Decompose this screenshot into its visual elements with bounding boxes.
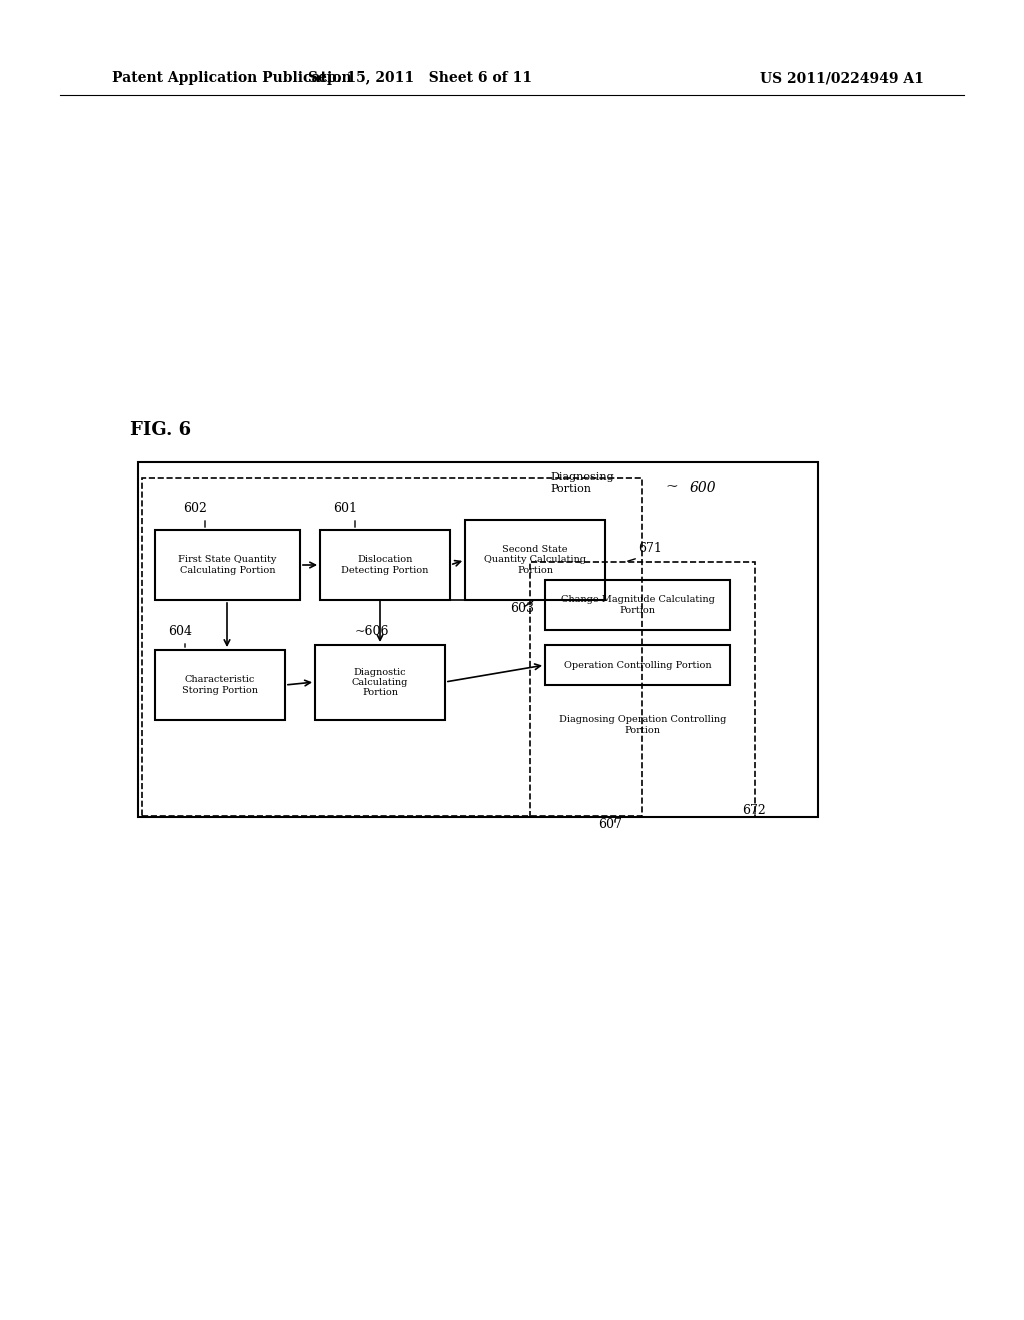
- Bar: [138, 462, 818, 817]
- Text: 672: 672: [742, 804, 766, 817]
- Text: 603: 603: [510, 602, 534, 615]
- Text: Dislocation
Detecting Portion: Dislocation Detecting Portion: [341, 556, 429, 574]
- Text: Diagnosing
Portion: Diagnosing Portion: [550, 473, 613, 494]
- Bar: [315, 645, 445, 719]
- Text: Second State
Quantity Calculating
Portion: Second State Quantity Calculating Portio…: [484, 545, 586, 576]
- Bar: [465, 520, 605, 601]
- Text: 602: 602: [183, 502, 207, 515]
- Text: 601: 601: [333, 502, 357, 515]
- Text: ~606: ~606: [355, 624, 389, 638]
- Bar: [319, 531, 450, 601]
- Text: Characteristic
Storing Portion: Characteristic Storing Portion: [182, 676, 258, 694]
- Text: ~: ~: [666, 480, 678, 494]
- Text: 600: 600: [690, 480, 717, 495]
- Bar: [530, 562, 755, 817]
- Text: US 2011/0224949 A1: US 2011/0224949 A1: [760, 71, 924, 84]
- Text: First State Quantity
Calculating Portion: First State Quantity Calculating Portion: [178, 556, 276, 574]
- Text: Operation Controlling Portion: Operation Controlling Portion: [563, 660, 712, 669]
- Text: 607: 607: [598, 818, 622, 832]
- Text: Change Magnitude Calculating
Portion: Change Magnitude Calculating Portion: [560, 595, 715, 615]
- Bar: [155, 649, 285, 719]
- Text: Diagnosing Operation Controlling
Portion: Diagnosing Operation Controlling Portion: [559, 715, 726, 735]
- Text: Diagnostic
Calculating
Portion: Diagnostic Calculating Portion: [352, 668, 409, 697]
- Text: Patent Application Publication: Patent Application Publication: [112, 71, 351, 84]
- Text: Sep. 15, 2011   Sheet 6 of 11: Sep. 15, 2011 Sheet 6 of 11: [308, 71, 532, 84]
- Text: 671: 671: [638, 543, 662, 554]
- Bar: [142, 478, 642, 816]
- Bar: [545, 645, 730, 685]
- Text: FIG. 6: FIG. 6: [130, 421, 191, 440]
- Text: 604: 604: [168, 624, 193, 638]
- Bar: [155, 531, 300, 601]
- Bar: [545, 579, 730, 630]
